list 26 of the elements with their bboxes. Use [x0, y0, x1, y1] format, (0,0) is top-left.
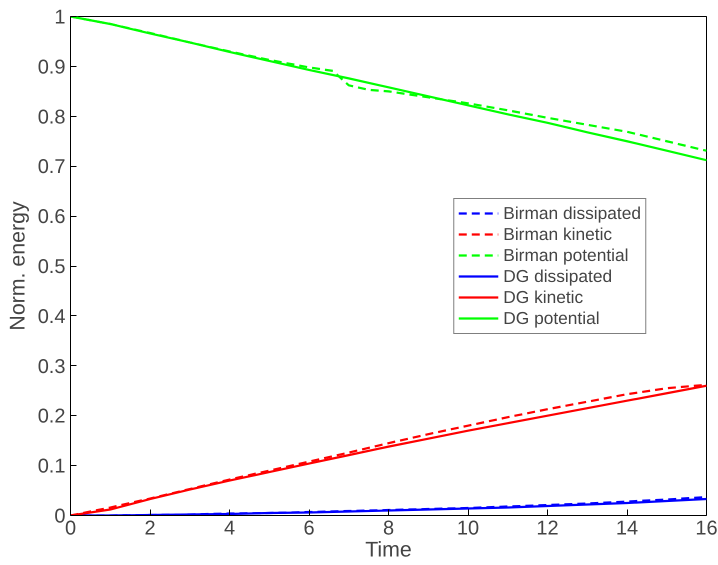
x-tick-label: 2: [144, 518, 156, 540]
legend-label: DG kinetic: [503, 286, 584, 308]
x-tick-label: 14: [616, 518, 638, 540]
x-tick-label: 10: [456, 518, 480, 540]
y-tick-label: 0.3: [38, 356, 66, 378]
legend-label: Birman kinetic: [503, 224, 612, 244]
y-tick-label: 0.5: [38, 256, 66, 278]
legend-label: Birman potential: [503, 244, 628, 266]
y-tick-label: 0.7: [38, 156, 66, 178]
legend-label: DG dissipated: [503, 266, 612, 286]
x-tick-label: 12: [536, 518, 559, 540]
legend-label: DG potential: [503, 308, 600, 328]
y-tick-label: 0.6: [38, 206, 66, 228]
y-tick-label: 0.4: [38, 306, 66, 328]
x-tick-label: 4: [224, 518, 236, 540]
x-tick-label: 8: [382, 518, 394, 540]
y-tick-label: 1: [54, 6, 66, 28]
legend-label: Birman dissipated: [503, 202, 641, 224]
y-tick-label: 0.9: [38, 56, 66, 78]
y-tick-label: 0.8: [38, 106, 66, 128]
y-tick-label: 0.1: [38, 456, 66, 478]
x-axis-title: Time: [365, 538, 412, 562]
x-tick-label: 16: [695, 518, 718, 540]
y-tick-label: 0.2: [38, 406, 66, 428]
y-axis-title: Norm. energy: [6, 201, 30, 331]
x-tick-label: 6: [303, 518, 315, 540]
